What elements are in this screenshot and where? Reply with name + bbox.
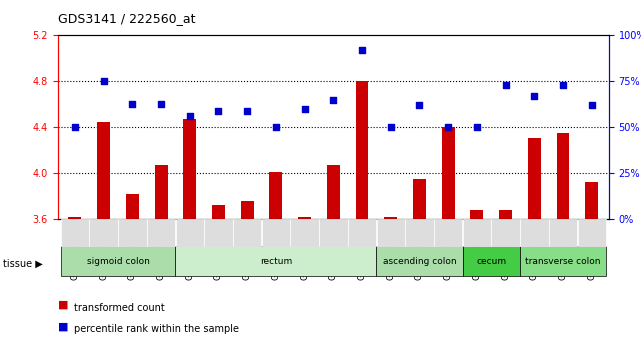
- FancyBboxPatch shape: [319, 219, 347, 246]
- Bar: [269, 172, 282, 219]
- Bar: [556, 133, 569, 219]
- FancyBboxPatch shape: [549, 219, 578, 246]
- Bar: [356, 81, 369, 219]
- Text: transverse colon: transverse colon: [525, 257, 601, 266]
- Text: ■: ■: [58, 300, 68, 310]
- FancyBboxPatch shape: [89, 219, 118, 246]
- Bar: [470, 210, 483, 219]
- Point: [185, 114, 195, 119]
- Point: [299, 106, 310, 112]
- Bar: [126, 194, 139, 219]
- Bar: [528, 138, 541, 219]
- Bar: [442, 127, 454, 219]
- FancyBboxPatch shape: [118, 219, 147, 246]
- FancyBboxPatch shape: [376, 219, 405, 246]
- Bar: [154, 165, 167, 219]
- FancyBboxPatch shape: [578, 219, 606, 246]
- FancyBboxPatch shape: [147, 219, 175, 246]
- Bar: [69, 217, 81, 219]
- Point: [529, 93, 540, 99]
- Point: [271, 125, 281, 130]
- Point: [587, 103, 597, 108]
- FancyBboxPatch shape: [204, 219, 233, 246]
- Point: [328, 97, 338, 103]
- Point: [501, 82, 511, 88]
- Text: GDS3141 / 222560_at: GDS3141 / 222560_at: [58, 12, 196, 25]
- FancyBboxPatch shape: [290, 219, 319, 246]
- Point: [70, 125, 80, 130]
- Point: [558, 82, 568, 88]
- FancyBboxPatch shape: [463, 219, 491, 246]
- FancyBboxPatch shape: [520, 246, 606, 276]
- FancyBboxPatch shape: [61, 219, 89, 246]
- FancyBboxPatch shape: [348, 219, 376, 246]
- Point: [386, 125, 396, 130]
- Text: sigmoid colon: sigmoid colon: [87, 257, 149, 266]
- Point: [242, 108, 253, 114]
- Point: [127, 101, 137, 106]
- Bar: [212, 205, 225, 219]
- Text: cecum: cecum: [476, 257, 506, 266]
- Bar: [327, 165, 340, 219]
- FancyBboxPatch shape: [463, 246, 520, 276]
- Bar: [585, 182, 598, 219]
- Text: rectum: rectum: [260, 257, 292, 266]
- Text: transformed count: transformed count: [74, 303, 165, 313]
- Point: [414, 103, 424, 108]
- Text: ascending colon: ascending colon: [383, 257, 456, 266]
- Bar: [97, 122, 110, 219]
- Point: [357, 47, 367, 53]
- FancyBboxPatch shape: [60, 246, 176, 276]
- Point: [443, 125, 453, 130]
- Point: [213, 108, 224, 114]
- Bar: [241, 201, 254, 219]
- FancyBboxPatch shape: [176, 246, 376, 276]
- Point: [156, 101, 166, 106]
- FancyBboxPatch shape: [233, 219, 262, 246]
- FancyBboxPatch shape: [176, 219, 204, 246]
- Text: percentile rank within the sample: percentile rank within the sample: [74, 324, 238, 334]
- FancyBboxPatch shape: [262, 219, 290, 246]
- Bar: [298, 217, 311, 219]
- Bar: [385, 217, 397, 219]
- FancyBboxPatch shape: [405, 219, 434, 246]
- Bar: [499, 210, 512, 219]
- FancyBboxPatch shape: [434, 219, 462, 246]
- FancyBboxPatch shape: [520, 219, 549, 246]
- FancyBboxPatch shape: [492, 219, 520, 246]
- Bar: [413, 179, 426, 219]
- FancyBboxPatch shape: [376, 246, 463, 276]
- Point: [99, 79, 109, 84]
- Bar: [183, 119, 196, 219]
- Text: tissue ▶: tissue ▶: [3, 259, 43, 269]
- Point: [472, 125, 482, 130]
- Text: ■: ■: [58, 321, 68, 331]
